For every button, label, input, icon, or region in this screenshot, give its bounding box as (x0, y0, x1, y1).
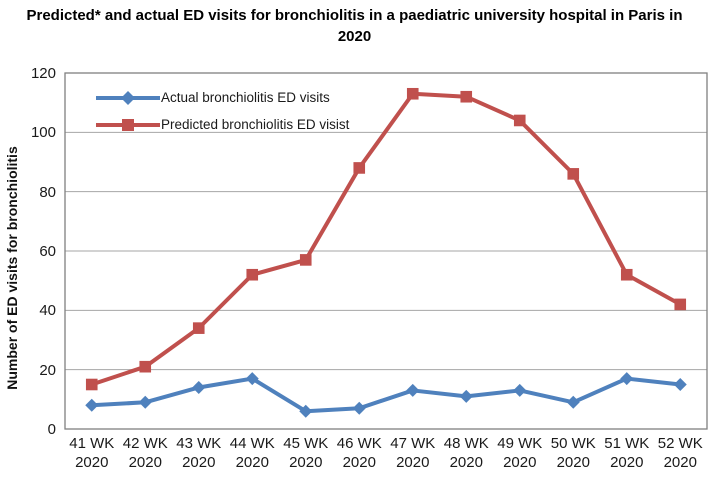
data-point-0-2 (192, 380, 206, 394)
data-point-0-3 (245, 372, 259, 386)
data-point-0-6 (406, 383, 420, 397)
data-point-0-7 (459, 389, 473, 403)
x-tick-label-4: 44 WK 2020 (224, 434, 280, 472)
data-point-0-5 (352, 401, 366, 415)
y-tick-label-20: 20 (39, 361, 56, 379)
x-tick-text: 2020 (556, 454, 590, 471)
x-tick-text: 52 WK (657, 435, 703, 452)
x-tick-text: 43 WK (176, 435, 222, 452)
x-tick-text: 2020 (503, 454, 537, 471)
data-point-1-5 (353, 162, 366, 174)
series-line-0 (91, 376, 681, 414)
data-point-0-11 (673, 378, 687, 391)
data-point-1-4 (299, 254, 312, 266)
x-tick-text: 47 WK (390, 435, 436, 452)
x-tick-label-5: 45 WK 2020 (278, 434, 334, 472)
legend-label-predicted: Predicted bronchiolitis ED visist (161, 117, 350, 132)
x-tick-text: 50 WK (550, 435, 596, 452)
data-point-0-8 (513, 383, 527, 397)
x-tick-label-9: 49 WK 2020 (492, 434, 548, 472)
data-point-1-0 (85, 378, 98, 391)
predicted-series-marker-icon (96, 118, 160, 131)
x-tick-label-11: 51 WK 2020 (599, 434, 655, 472)
x-tick-label-12: 52 WK 2020 (652, 434, 708, 472)
y-tick-label-60: 60 (39, 243, 56, 260)
y-tick-label-40: 40 (39, 302, 56, 320)
data-point-1-7 (460, 90, 473, 103)
legend-item-actual: Actual bronchiolitis ED visits (95, 84, 349, 111)
x-tick-label-10: 50 WK 2020 (545, 434, 601, 472)
x-tick-text: 2020 (182, 454, 216, 471)
y-tick-label-0: 0 (47, 421, 56, 438)
x-tick-label-1: 41 WK 2020 (64, 434, 120, 472)
data-point-0-1 (138, 395, 152, 409)
legend-label-actual: Actual bronchiolitis ED visits (161, 90, 330, 105)
x-tick-label-6: 46 WK 2020 (331, 434, 387, 472)
x-tick-text: 2020 (342, 454, 376, 471)
x-tick-text: 46 WK (336, 435, 382, 452)
legend: Actual bronchiolitis ED visits Predicted… (95, 84, 349, 138)
x-tick-text: 2020 (449, 454, 483, 471)
x-tick-text: 42 WK (122, 435, 168, 452)
x-tick-text: 45 WK (283, 435, 329, 452)
data-point-1-1 (139, 360, 152, 373)
data-point-0-4 (299, 404, 313, 418)
series-line-1 (91, 91, 682, 387)
x-tick-label-7: 47 WK 2020 (385, 434, 441, 472)
x-tick-text: 2020 (235, 454, 269, 471)
data-point-1-11 (674, 298, 687, 311)
x-tick-text: 2020 (396, 454, 430, 471)
y-tick-label-120: 120 (30, 65, 56, 82)
data-point-1-9 (567, 168, 580, 180)
data-point-1-8 (513, 114, 526, 127)
data-point-1-6 (406, 87, 419, 100)
data-point-1-2 (192, 322, 205, 334)
y-tick-label-100: 100 (30, 124, 56, 142)
x-tick-text: 2020 (75, 454, 109, 471)
x-tick-text: 2020 (663, 454, 697, 471)
x-tick-text: 2020 (610, 454, 644, 471)
x-tick-label-3: 43 WK 2020 (171, 434, 227, 472)
x-tick-text: 48 WK (443, 435, 489, 452)
chart-title: Predicted* and actual ED visits for bron… (26, 7, 683, 45)
data-point-0-10 (620, 372, 634, 386)
data-point-1-3 (246, 268, 259, 281)
x-tick-text: 49 WK (497, 435, 543, 452)
legend-item-predicted: Predicted bronchiolitis ED visist (95, 111, 349, 138)
x-tick-text: 2020 (289, 454, 323, 471)
data-point-0-9 (566, 395, 580, 409)
data-point-1-10 (620, 268, 633, 281)
x-tick-label-8: 48 WK 2020 (438, 434, 494, 472)
data-point-0-0 (85, 398, 99, 412)
actual-series-marker-icon (96, 90, 160, 105)
x-tick-label-2: 42 WK 2020 (117, 434, 173, 472)
x-tick-text: 41 WK (69, 435, 115, 452)
plot-border (64, 72, 708, 430)
x-tick-text: 2020 (128, 454, 162, 471)
x-tick-text: 51 WK (604, 435, 650, 452)
x-tick-text: 44 WK (229, 435, 275, 452)
y-tick-label-80: 80 (39, 183, 56, 201)
